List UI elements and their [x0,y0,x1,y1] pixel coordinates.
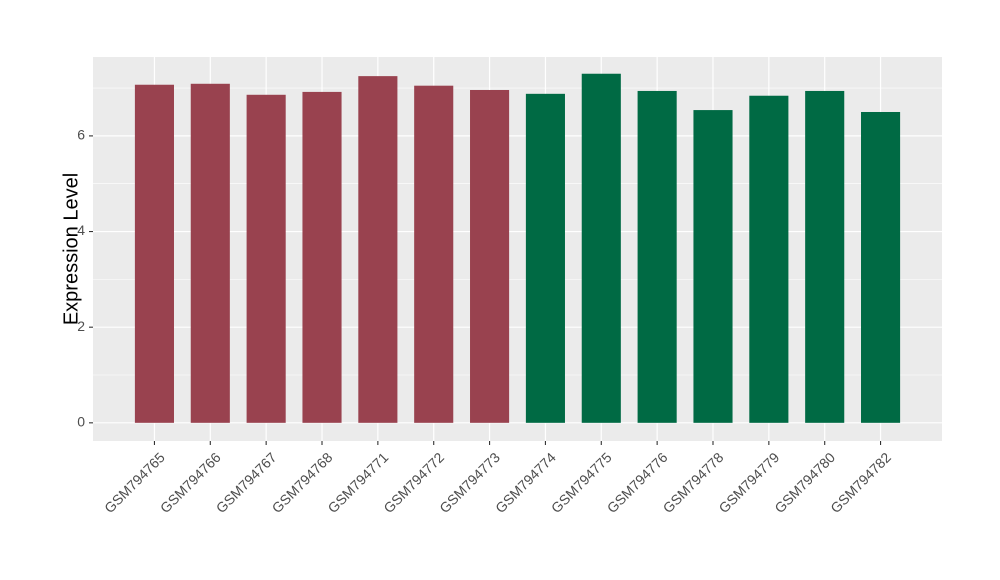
bar [861,111,901,423]
bar [581,73,621,423]
bar [637,90,677,423]
bar [805,90,845,423]
bar [358,76,398,423]
y-tick-label: 6 [77,127,85,143]
bar [749,95,789,423]
bar [246,94,286,423]
bar [525,93,565,423]
bar [693,110,733,423]
plot-panel [93,57,942,441]
y-tick-label: 0 [77,414,85,430]
x-tick-label: GSM794782 [827,449,894,516]
bar [470,89,510,423]
bar [190,83,230,423]
y-axis-label: Expression Level [60,173,82,325]
bar [302,91,342,423]
y-tick-label: 4 [77,222,85,238]
bar [134,84,174,423]
bar [414,85,454,423]
y-tick-label: 2 [77,318,85,334]
